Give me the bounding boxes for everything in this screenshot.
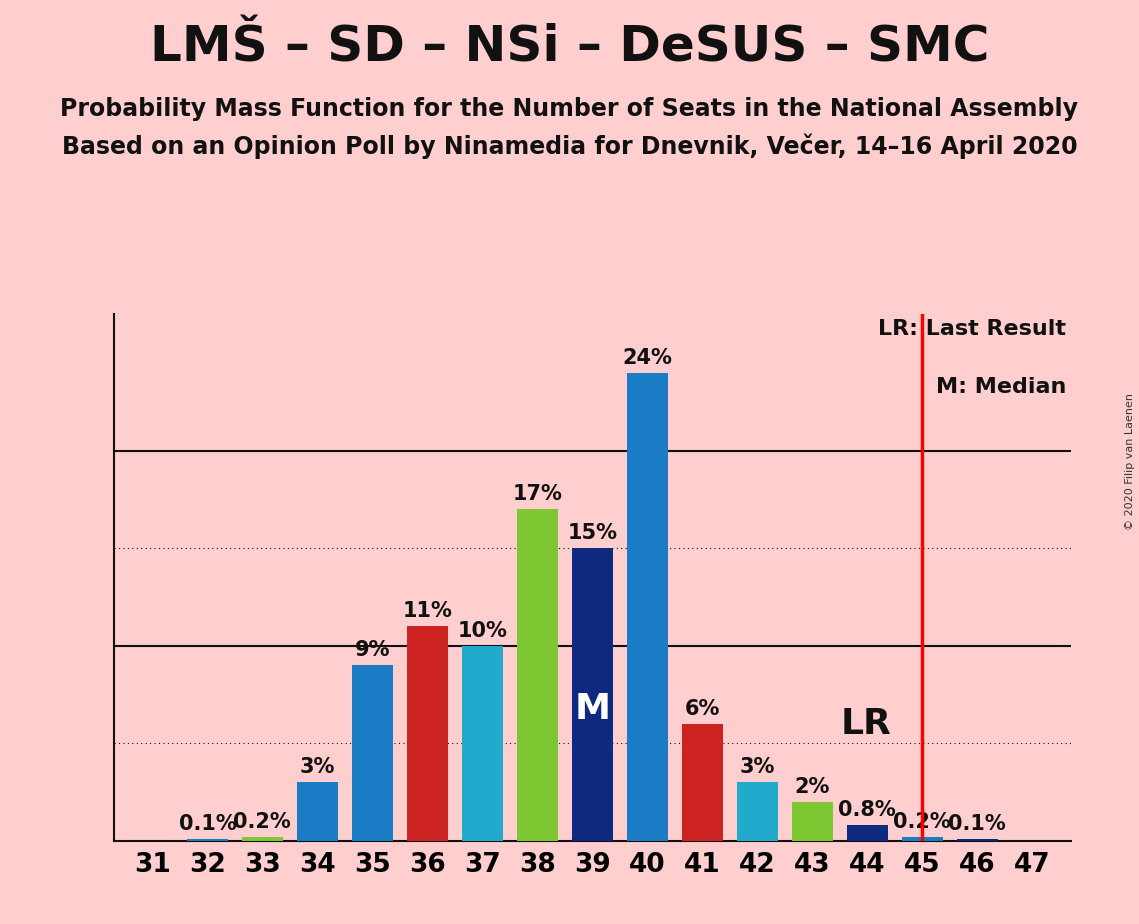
Text: 0.1%: 0.1% — [179, 814, 236, 834]
Text: 10%: 10% — [458, 621, 507, 641]
Text: 3%: 3% — [300, 758, 335, 777]
Text: 0.1%: 0.1% — [949, 814, 1006, 834]
Bar — [407, 626, 448, 841]
Text: LMŠ – SD – NSi – DeSUS – SMC: LMŠ – SD – NSi – DeSUS – SMC — [149, 23, 990, 71]
Text: 6%: 6% — [685, 699, 720, 719]
Bar — [187, 839, 228, 841]
Bar — [517, 509, 558, 841]
Text: 3%: 3% — [739, 758, 775, 777]
Bar — [626, 372, 667, 841]
Bar — [352, 665, 393, 841]
Bar — [902, 837, 943, 841]
Text: Based on an Opinion Poll by Ninamedia for Dnevnik, Večer, 14–16 April 2020: Based on an Opinion Poll by Ninamedia fo… — [62, 134, 1077, 160]
Text: LR: Last Result: LR: Last Result — [878, 320, 1066, 339]
Text: Probability Mass Function for the Number of Seats in the National Assembly: Probability Mass Function for the Number… — [60, 97, 1079, 121]
Bar — [572, 548, 613, 841]
Text: M: M — [574, 692, 611, 726]
Bar — [681, 723, 723, 841]
Text: 17%: 17% — [513, 484, 563, 505]
Text: LR: LR — [841, 707, 892, 741]
Text: 9%: 9% — [354, 640, 390, 661]
Bar — [461, 646, 503, 841]
Text: M: Median: M: Median — [935, 377, 1066, 397]
Bar — [846, 825, 887, 841]
Bar — [957, 839, 998, 841]
Text: 0.2%: 0.2% — [893, 812, 951, 832]
Text: 11%: 11% — [402, 602, 452, 622]
Text: 15%: 15% — [567, 523, 617, 543]
Bar — [737, 783, 778, 841]
Text: 0.2%: 0.2% — [233, 812, 292, 832]
Text: 0.8%: 0.8% — [838, 800, 896, 821]
Text: © 2020 Filip van Laenen: © 2020 Filip van Laenen — [1125, 394, 1134, 530]
Text: 2%: 2% — [795, 777, 830, 796]
Bar — [792, 802, 833, 841]
Text: 24%: 24% — [622, 347, 672, 368]
Bar — [297, 783, 338, 841]
Bar — [241, 837, 282, 841]
